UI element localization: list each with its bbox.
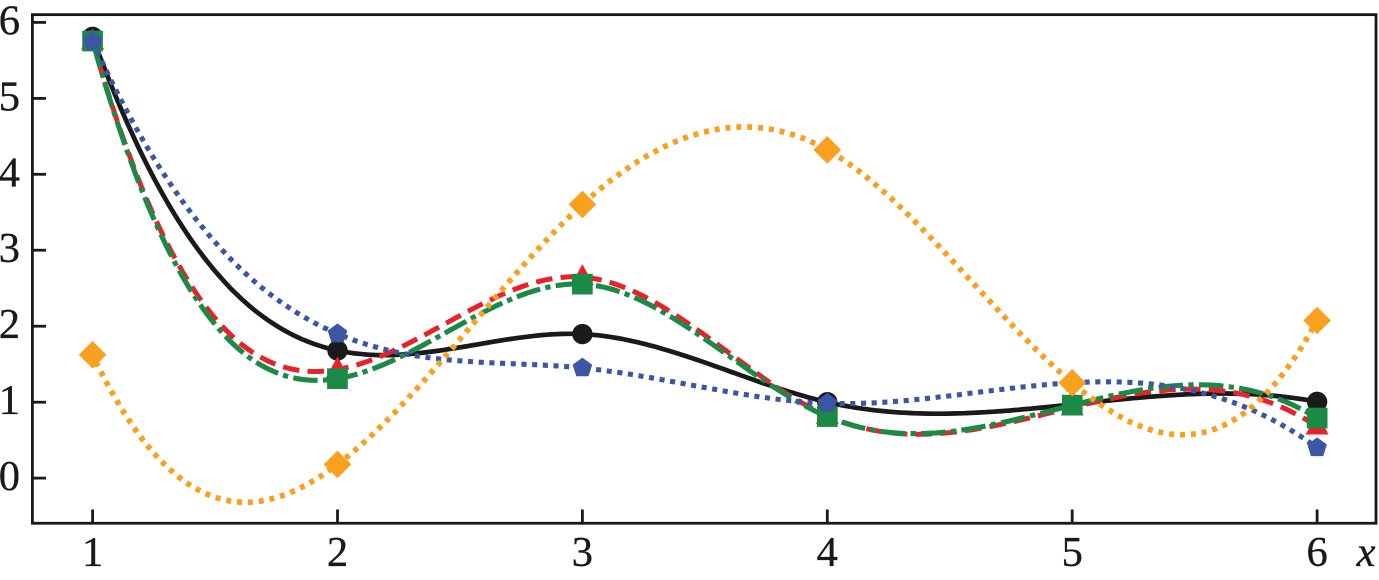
svg-text:x: x	[1356, 529, 1376, 576]
svg-text:1: 1	[82, 529, 103, 576]
svg-text:4: 4	[0, 149, 20, 196]
svg-text:5: 5	[1062, 529, 1083, 576]
svg-text:6: 6	[1306, 529, 1327, 576]
svg-text:0: 0	[0, 453, 20, 500]
svg-text:3: 3	[0, 225, 20, 272]
svg-text:3: 3	[572, 529, 593, 576]
svg-text:2: 2	[327, 529, 348, 576]
svg-text:4: 4	[817, 529, 838, 576]
svg-text:1: 1	[0, 377, 20, 424]
svg-text:2: 2	[0, 301, 20, 348]
svg-text:6: 6	[0, 0, 20, 44]
svg-text:5: 5	[0, 73, 20, 120]
